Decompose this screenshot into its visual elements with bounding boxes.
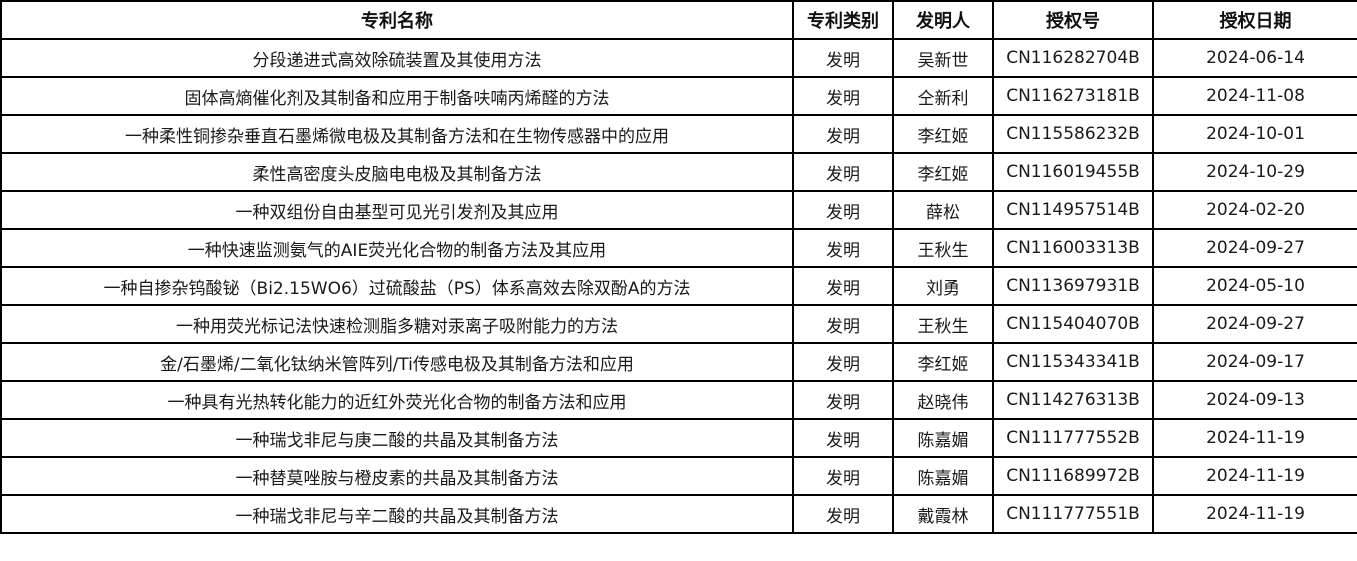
cell-inventor: 戴霞林 bbox=[892, 494, 994, 534]
table-row: 固体高熵催化剂及其制备和应用于制备呋喃丙烯醛的方法 发明 仝新利 CN11627318… bbox=[0, 76, 1357, 116]
cell-patent-type: 发明 bbox=[792, 266, 894, 306]
header-inventor: 发明人 bbox=[892, 0, 994, 40]
table-row: 一种替莫唑胺与橙皮素的共晶及其制备方法 发明 陈嘉媚 CN111689972B 2024… bbox=[0, 456, 1357, 496]
cell-grant-number: CN116003313B bbox=[992, 228, 1154, 268]
cell-patent-name: 分段递进式高效除硫装置及其使用方法 bbox=[0, 38, 794, 78]
cell-patent-name: 一种快速监测氨气的AIE荧光化合物的制备方法及其应用 bbox=[0, 228, 794, 268]
cell-patent-name: 金/石墨烯/二氧化钛纳米管阵列/Ti传感电极及其制备方法和应用 bbox=[0, 342, 794, 382]
table-row: 一种双组份自由基型可见光引发剂及其应用 发明 薛松 CN114957514B 2024-… bbox=[0, 190, 1357, 230]
cell-grant-number: CN111777551B bbox=[992, 494, 1154, 534]
cell-grant-date: 2024-11-19 bbox=[1152, 494, 1357, 534]
cell-inventor: 刘勇 bbox=[892, 266, 994, 306]
cell-patent-name: 固体高熵催化剂及其制备和应用于制备呋喃丙烯醛的方法 bbox=[0, 76, 794, 116]
cell-grant-number: CN116019455B bbox=[992, 152, 1154, 192]
cell-grant-date: 2024-05-10 bbox=[1152, 266, 1357, 306]
cell-patent-name: 一种柔性铜掺杂垂直石墨烯微电极及其制备方法和在生物传感器中的应用 bbox=[0, 114, 794, 154]
cell-patent-name: 一种具有光热转化能力的近红外荧光化合物的制备方法和应用 bbox=[0, 380, 794, 420]
cell-grant-number: CN115404070B bbox=[992, 304, 1154, 344]
cell-grant-date: 2024-10-01 bbox=[1152, 114, 1357, 154]
cell-inventor: 李红姬 bbox=[892, 342, 994, 382]
cell-patent-name: 柔性高密度头皮脑电电极及其制备方法 bbox=[0, 152, 794, 192]
cell-patent-type: 发明 bbox=[792, 152, 894, 192]
cell-grant-number: CN113697931B bbox=[992, 266, 1154, 306]
cell-grant-number: CN111777552B bbox=[992, 418, 1154, 458]
table-row: 一种快速监测氨气的AIE荧光化合物的制备方法及其应用 发明 王秋生 CN1160033… bbox=[0, 228, 1357, 268]
cell-patent-type: 发明 bbox=[792, 76, 894, 116]
cell-grant-date: 2024-02-20 bbox=[1152, 190, 1357, 230]
cell-grant-date: 2024-11-19 bbox=[1152, 456, 1357, 496]
cell-patent-type: 发明 bbox=[792, 494, 894, 534]
cell-patent-type: 发明 bbox=[792, 228, 894, 268]
header-row: 专利名称 专利类别 发明人 授权号 授权日期 bbox=[0, 0, 1357, 40]
cell-inventor: 王秋生 bbox=[892, 228, 994, 268]
cell-patent-type: 发明 bbox=[792, 304, 894, 344]
table-row: 一种自掺杂钨酸铋（Bi2.15WO6）过硫酸盐（PS）体系高效去除双酚A的方法发… bbox=[0, 266, 1357, 306]
patent-table: 专利名称 专利类别 发明人 授权号 授权日期 分段递进式高效除硫装置及其使用方法… bbox=[0, 0, 1357, 534]
cell-patent-name: 一种用荧光标记法快速检测脂多糖对汞离子吸附能力的方法 bbox=[0, 304, 794, 344]
table-row: 分段递进式高效除硫装置及其使用方法 发明 吴新世 CN116282704B 2024-0… bbox=[0, 38, 1357, 78]
cell-inventor: 薛松 bbox=[892, 190, 994, 230]
table-row: 一种瑞戈非尼与庚二酸的共晶及其制备方法 发明 陈嘉媚 CN111777552B 2024… bbox=[0, 418, 1357, 458]
cell-grant-date: 2024-06-14 bbox=[1152, 38, 1357, 78]
cell-inventor: 李红姬 bbox=[892, 152, 994, 192]
header-grant-number: 授权号 bbox=[992, 0, 1154, 40]
cell-patent-name: 一种自掺杂钨酸铋（Bi2.15WO6）过硫酸盐（PS）体系高效去除双酚A的方法 bbox=[0, 266, 794, 306]
cell-inventor: 王秋生 bbox=[892, 304, 994, 344]
table-row: 一种用荧光标记法快速检测脂多糖对汞离子吸附能力的方法 发明 王秋生 CN1154040… bbox=[0, 304, 1357, 344]
cell-grant-number: CN115343341B bbox=[992, 342, 1154, 382]
cell-patent-name: 一种替莫唑胺与橙皮素的共晶及其制备方法 bbox=[0, 456, 794, 496]
cell-inventor: 仝新利 bbox=[892, 76, 994, 116]
cell-patent-name: 一种瑞戈非尼与辛二酸的共晶及其制备方法 bbox=[0, 494, 794, 534]
table-row: 一种具有光热转化能力的近红外荧光化合物的制备方法和应用 发明 赵晓伟 CN114276… bbox=[0, 380, 1357, 420]
cell-grant-date: 2024-09-13 bbox=[1152, 380, 1357, 420]
cell-patent-type: 发明 bbox=[792, 418, 894, 458]
cell-inventor: 吴新世 bbox=[892, 38, 994, 78]
cell-inventor: 陈嘉媚 bbox=[892, 418, 994, 458]
cell-inventor: 李红姬 bbox=[892, 114, 994, 154]
cell-grant-number: CN111689972B bbox=[992, 456, 1154, 496]
cell-patent-type: 发明 bbox=[792, 456, 894, 496]
cell-grant-number: CN114276313B bbox=[992, 380, 1154, 420]
cell-grant-number: CN115586232B bbox=[992, 114, 1154, 154]
cell-grant-date: 2024-10-29 bbox=[1152, 152, 1357, 192]
cell-grant-number: CN116273181B bbox=[992, 76, 1154, 116]
cell-patent-type: 发明 bbox=[792, 342, 894, 382]
cell-grant-date: 2024-09-17 bbox=[1152, 342, 1357, 382]
cell-patent-type: 发明 bbox=[792, 380, 894, 420]
table-row: 一种柔性铜掺杂垂直石墨烯微电极及其制备方法和在生物传感器中的应用 发明 李红姬 CN1… bbox=[0, 114, 1357, 154]
table-body: 分段递进式高效除硫装置及其使用方法 发明 吴新世 CN116282704B 2024-0… bbox=[0, 38, 1357, 534]
cell-patent-type: 发明 bbox=[792, 190, 894, 230]
cell-grant-date: 2024-09-27 bbox=[1152, 304, 1357, 344]
cell-grant-date: 2024-09-27 bbox=[1152, 228, 1357, 268]
table-row: 一种瑞戈非尼与辛二酸的共晶及其制备方法 发明 戴霞林 CN111777551B 2024… bbox=[0, 494, 1357, 534]
cell-patent-name: 一种双组份自由基型可见光引发剂及其应用 bbox=[0, 190, 794, 230]
cell-grant-number: CN116282704B bbox=[992, 38, 1154, 78]
cell-grant-date: 2024-11-08 bbox=[1152, 76, 1357, 116]
cell-inventor: 赵晓伟 bbox=[892, 380, 994, 420]
header-patent-name: 专利名称 bbox=[0, 0, 794, 40]
header-patent-type: 专利类别 bbox=[792, 0, 894, 40]
table-row: 金/石墨烯/二氧化钛纳米管阵列/Ti传感电极及其制备方法和应用 发明 李红姬 CN11… bbox=[0, 342, 1357, 382]
cell-patent-type: 发明 bbox=[792, 114, 894, 154]
cell-grant-date: 2024-11-19 bbox=[1152, 418, 1357, 458]
cell-patent-name: 一种瑞戈非尼与庚二酸的共晶及其制备方法 bbox=[0, 418, 794, 458]
cell-grant-number: CN114957514B bbox=[992, 190, 1154, 230]
cell-inventor: 陈嘉媚 bbox=[892, 456, 994, 496]
cell-patent-type: 发明 bbox=[792, 38, 894, 78]
table-row: 柔性高密度头皮脑电电极及其制备方法 发明 李红姬 CN116019455B 2024-1… bbox=[0, 152, 1357, 192]
header-grant-date: 授权日期 bbox=[1152, 0, 1357, 40]
